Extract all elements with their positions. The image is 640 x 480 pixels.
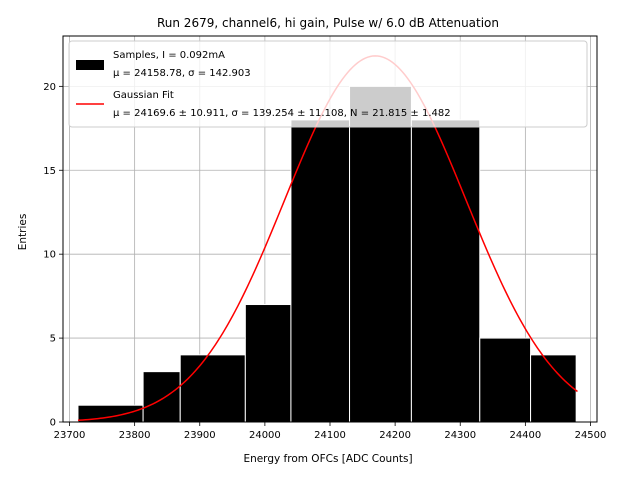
legend-fit-label: Gaussian Fit <box>113 90 174 101</box>
x-tick-label: 24400 <box>509 430 541 441</box>
x-axis-label: Energy from OFCs [ADC Counts] <box>243 453 412 465</box>
histogram-bar <box>410 119 481 423</box>
histogram-bar <box>179 354 246 423</box>
x-tick-label: 23900 <box>184 430 216 441</box>
y-tick-label: 15 <box>43 166 56 177</box>
y-axis-ticks: 0 5 10 15 20 <box>43 82 63 429</box>
x-tick-label: 24000 <box>249 430 281 441</box>
x-tick-label: 24500 <box>575 430 607 441</box>
histogram-bar <box>479 337 532 423</box>
histogram-bars <box>77 85 577 423</box>
y-tick-label: 0 <box>50 418 56 429</box>
x-tick-label: 23800 <box>119 430 151 441</box>
y-tick-label: 5 <box>50 334 56 345</box>
legend-samples-stats: μ = 24158.78, σ = 142.903 <box>113 68 251 79</box>
y-tick-label: 20 <box>43 82 56 93</box>
x-tick-label: 23700 <box>54 430 86 441</box>
legend: Samples, I = 0.092mA μ = 24158.78, σ = 1… <box>68 40 588 128</box>
histogram-bar <box>244 304 292 423</box>
x-tick-label: 24100 <box>314 430 346 441</box>
x-tick-label: 24200 <box>379 430 411 441</box>
x-tick-label: 24300 <box>444 430 476 441</box>
histogram-bar <box>530 354 577 423</box>
legend-samples-label: Samples, I = 0.092mA <box>113 50 225 61</box>
x-axis-ticks: 23700 23800 23900 24000 24100 24200 24300 24400… <box>54 422 607 441</box>
chart-title: Run 2679, channel6, hi gain, Pulse w/ 6.… <box>157 16 499 30</box>
y-tick-label: 10 <box>43 250 56 261</box>
y-axis-label: Entries <box>17 214 29 251</box>
histogram-bar <box>142 371 181 423</box>
legend-samples-swatch <box>76 60 104 70</box>
histogram-bar <box>349 85 412 423</box>
legend-box <box>68 40 588 128</box>
legend-fit-stats: μ = 24169.6 ± 10.911, σ = 139.254 ± 11.1… <box>113 108 451 119</box>
